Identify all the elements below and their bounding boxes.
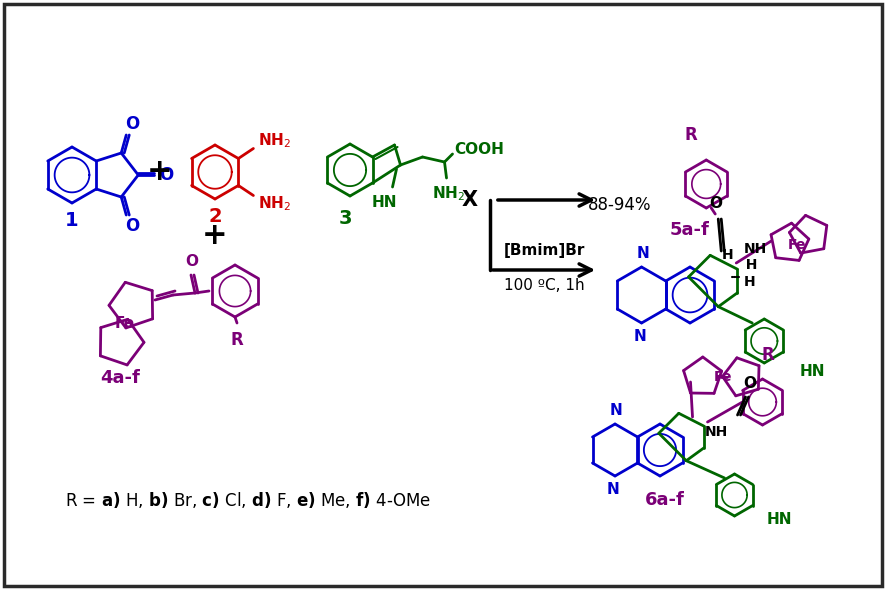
Text: HN: HN — [799, 363, 825, 379]
Text: NH$_2$: NH$_2$ — [259, 194, 291, 213]
Text: HN: HN — [766, 513, 792, 527]
Text: X: X — [462, 190, 478, 210]
Text: NH$_2$: NH$_2$ — [432, 184, 465, 203]
Text: N: N — [633, 329, 646, 344]
Text: 2: 2 — [208, 208, 222, 227]
Text: O: O — [159, 166, 174, 184]
Text: R: R — [761, 346, 773, 364]
Text: R: R — [230, 331, 244, 349]
Text: H: H — [722, 248, 734, 262]
Text: +: + — [202, 221, 228, 250]
Text: 5a-f: 5a-f — [670, 221, 710, 239]
Text: O: O — [743, 376, 756, 391]
Text: R: R — [685, 126, 697, 144]
Text: COOH: COOH — [455, 143, 504, 158]
Text: O: O — [125, 217, 139, 235]
Text: 100 ºC, 1h: 100 ºC, 1h — [503, 278, 584, 293]
Text: 88-94%: 88-94% — [588, 196, 652, 214]
Text: 1: 1 — [66, 211, 79, 230]
Text: 3: 3 — [338, 208, 352, 228]
Text: Fe: Fe — [713, 370, 732, 384]
Text: Fe: Fe — [788, 238, 806, 252]
Text: R = $\bf{a)}$ H, $\bf{b)}$ Br, $\bf{c)}$ Cl, $\bf{d)}$ F, $\bf{e)}$ Me, $\bf{f)}: R = $\bf{a)}$ H, $\bf{b)}$ Br, $\bf{c)}$… — [65, 490, 431, 510]
Text: 4a-f: 4a-f — [100, 369, 140, 387]
Text: H: H — [736, 258, 758, 272]
Text: NH: NH — [744, 242, 767, 256]
Text: NH: NH — [704, 425, 727, 439]
Text: HN: HN — [372, 195, 397, 210]
Text: N: N — [607, 482, 619, 497]
Text: H: H — [744, 275, 756, 289]
Text: [Bmim]Br: [Bmim]Br — [503, 243, 585, 258]
Text: NH$_2$: NH$_2$ — [259, 131, 291, 150]
Text: Fe: Fe — [115, 316, 135, 332]
Text: N: N — [610, 403, 622, 418]
Text: O: O — [185, 254, 198, 269]
Text: N: N — [636, 246, 649, 261]
Text: O: O — [125, 115, 139, 133]
FancyBboxPatch shape — [4, 4, 882, 586]
Text: +: + — [147, 158, 173, 186]
Text: O: O — [710, 196, 723, 211]
Text: 6a-f: 6a-f — [645, 491, 685, 509]
